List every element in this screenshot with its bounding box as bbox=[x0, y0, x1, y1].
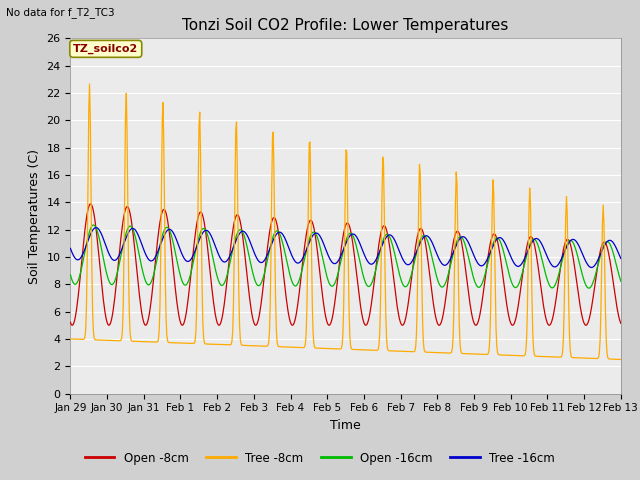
Y-axis label: Soil Temperatures (C): Soil Temperatures (C) bbox=[28, 148, 41, 284]
Text: TZ_soilco2: TZ_soilco2 bbox=[73, 44, 138, 54]
X-axis label: Time: Time bbox=[330, 419, 361, 432]
Title: Tonzi Soil CO2 Profile: Lower Temperatures: Tonzi Soil CO2 Profile: Lower Temperatur… bbox=[182, 18, 509, 33]
Text: No data for f_T2_TC3: No data for f_T2_TC3 bbox=[6, 7, 115, 18]
Legend: Open -8cm, Tree -8cm, Open -16cm, Tree -16cm: Open -8cm, Tree -8cm, Open -16cm, Tree -… bbox=[80, 447, 560, 469]
